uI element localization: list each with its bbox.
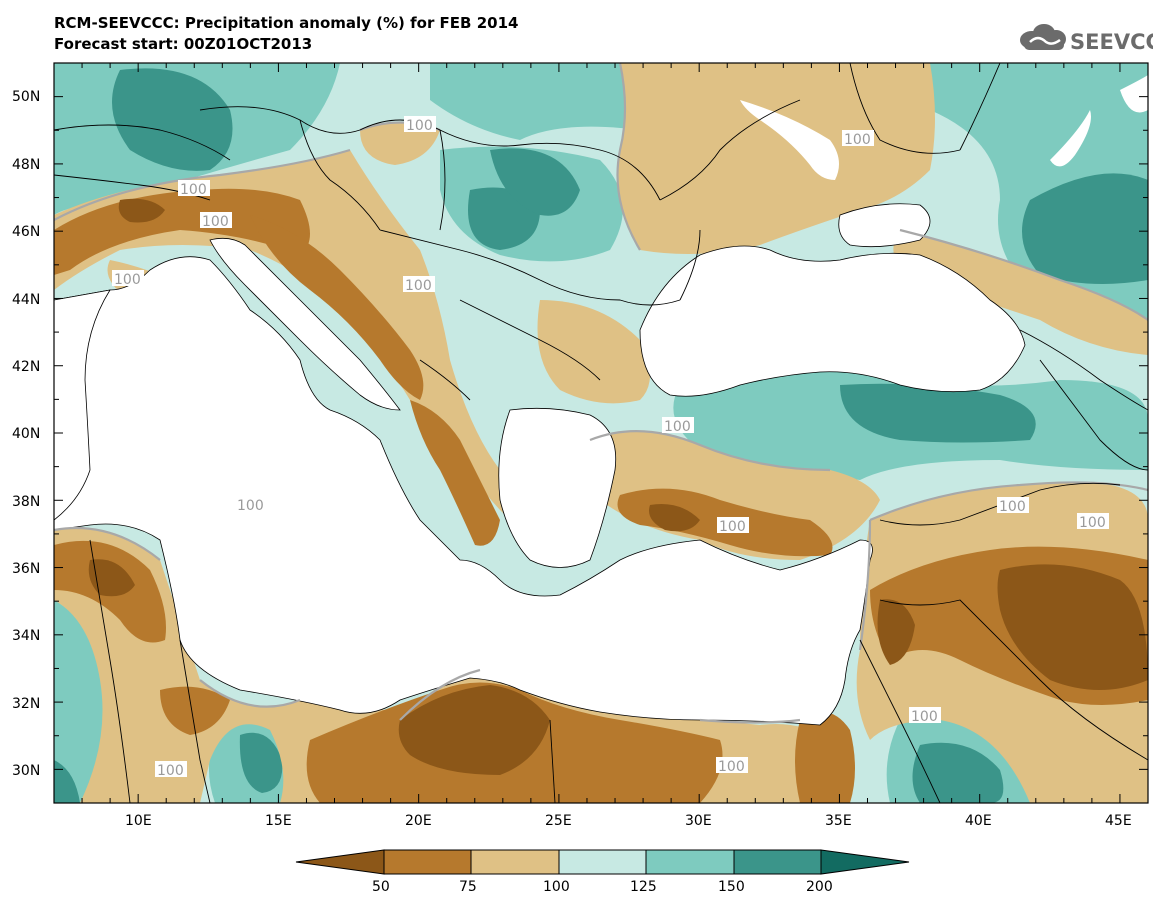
tyrrhenian-west-sea — [54, 289, 111, 521]
mediterranean-sea — [54, 256, 873, 726]
colorbar-box — [558, 849, 647, 875]
lake-caspian-edge — [1120, 75, 1148, 113]
lat-label: 30N — [12, 763, 40, 779]
contour-label: 100 — [180, 182, 207, 198]
country-borders — [54, 63, 1148, 803]
very-wet-area-nw — [112, 68, 233, 171]
lat-label: 36N — [12, 561, 40, 577]
contour-label: 100 — [1079, 515, 1106, 531]
contour-label: 100 — [202, 214, 229, 230]
colorbar-high-arrow — [820, 849, 910, 875]
axis-ticks — [53, 62, 1149, 804]
contour-label: 100 — [406, 118, 433, 134]
lon-label: 10E — [125, 813, 152, 829]
dry-area-caucasus — [893, 230, 1148, 355]
extreme-dry-area-anatolia — [649, 504, 700, 532]
contour-label: 100 — [405, 278, 432, 294]
dry-area-balkans-north — [360, 122, 440, 165]
contour-label: 100 — [844, 132, 871, 148]
lon-label: 25E — [545, 813, 572, 829]
lon-label: 40E — [965, 813, 992, 829]
cloud-icon — [1020, 24, 1066, 50]
anomaly-field: 100 100 100 100 100 100 100 100 100 100 … — [54, 63, 1148, 803]
extreme-dry-area-syria — [997, 564, 1148, 690]
colorbar-box — [733, 849, 822, 875]
colorbar-box — [645, 849, 735, 875]
colorbar-legend: 50 75 100 125 150 200 — [295, 849, 910, 895]
aegean-sea — [498, 407, 617, 568]
adriatic-sea — [209, 237, 401, 411]
lat-label: 42N — [12, 359, 40, 375]
very-dry-area-libya-west — [160, 686, 230, 735]
longitude-labels: 10E 15E 20E 25E 30E 35E 40E 45E — [125, 813, 1132, 829]
contour-label: 100 — [114, 272, 141, 288]
sea-of-azov — [838, 203, 931, 248]
contour-100-line — [54, 63, 1148, 724]
contour-label: 100 — [718, 759, 745, 775]
contour-label: 100 — [237, 498, 264, 514]
lake-dnieper — [740, 100, 839, 180]
lon-label: 15E — [265, 813, 292, 829]
dry-area-bulgaria — [537, 300, 650, 404]
colorbar-box — [470, 849, 560, 875]
colorbar-label: 100 — [543, 879, 570, 895]
lat-label: 46N — [12, 224, 40, 240]
very-dry-area-egypt-east — [795, 712, 855, 803]
extreme-dry-area-libya — [398, 685, 550, 775]
lat-label: 48N — [12, 157, 40, 173]
lat-label: 34N — [12, 628, 40, 644]
contour-label: 100 — [157, 763, 184, 779]
map-subtitle: Forecast start: 00Z01OCT2013 — [54, 35, 313, 53]
seevccc-logo: SEEVCCC — [1020, 24, 1153, 54]
colorbar-label: 75 — [459, 879, 477, 895]
contour-label: 100 — [999, 499, 1026, 515]
colorbar-label: 200 — [806, 879, 833, 895]
very-wet-area-romania — [490, 148, 580, 216]
map-title: RCM-SEEVCCC: Precipitation anomaly (%) f… — [54, 14, 519, 32]
very-wet-area-east — [1022, 173, 1148, 284]
black-sea — [639, 245, 1026, 397]
very-wet-area-sw — [54, 760, 80, 803]
lake-urals — [1050, 110, 1091, 167]
lon-label: 35E — [825, 813, 852, 829]
dry-area-ukraine — [617, 63, 935, 254]
contour-label: 100 — [911, 709, 938, 725]
lat-label: 44N — [12, 292, 40, 308]
very-dry-area-greece — [410, 400, 500, 546]
colorbar-box — [383, 849, 472, 875]
lat-label: 32N — [12, 696, 40, 712]
lat-label: 40N — [12, 426, 40, 442]
logo-text: SEEVCCC — [1070, 30, 1153, 54]
contour-labels: 100 100 100 100 100 100 100 100 100 100 … — [112, 116, 1109, 779]
lon-label: 20E — [405, 813, 432, 829]
extreme-dry-area-adriatic — [118, 198, 165, 223]
colorbar-label: 50 — [372, 879, 390, 895]
extreme-dry-area-tunisia — [88, 559, 135, 597]
very-wet-area-tunisia — [239, 732, 283, 793]
colorbar-label: 150 — [718, 879, 745, 895]
very-dry-area-alps — [54, 188, 310, 275]
very-wet-area-arabia — [912, 742, 1004, 803]
very-dry-area-dinaric — [250, 215, 424, 400]
lat-label: 50N — [12, 89, 40, 105]
lon-label: 30E — [685, 813, 712, 829]
lat-label: 38N — [12, 494, 40, 510]
lon-label: 45E — [1105, 813, 1132, 829]
very-wet-area-turkey — [840, 383, 1036, 443]
colorbar-low-arrow — [295, 849, 385, 875]
contour-label: 100 — [719, 519, 746, 535]
extreme-dry-area-lebanon — [877, 599, 915, 665]
latitude-labels: 50N 48N 46N 44N 42N 40N 38N 36N 34N 32N … — [12, 89, 40, 779]
colorbar-label: 125 — [630, 879, 657, 895]
contour-label: 100 — [664, 419, 691, 435]
